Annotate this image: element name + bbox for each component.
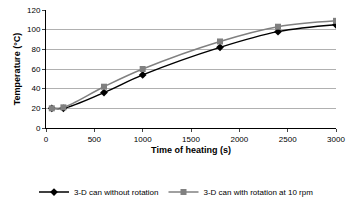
svg-text:Temperature (°C): Temperature (°C) (12, 33, 22, 105)
svg-text:1500: 1500 (182, 135, 200, 144)
svg-text:Time of heating (s): Time of heating (s) (151, 145, 231, 155)
svg-text:80: 80 (31, 45, 40, 54)
svg-text:0: 0 (36, 124, 41, 133)
svg-text:1000: 1000 (134, 135, 152, 144)
svg-text:3-D can without rotation: 3-D can without rotation (74, 188, 159, 197)
svg-text:60: 60 (31, 65, 40, 74)
svg-text:3-D can with rotation at 10 rp: 3-D can with rotation at 10 rpm (204, 188, 314, 197)
svg-text:20: 20 (31, 104, 40, 113)
svg-text:40: 40 (31, 84, 40, 93)
svg-text:100: 100 (27, 25, 41, 34)
svg-text:120: 120 (27, 6, 41, 15)
svg-text:0: 0 (44, 135, 49, 144)
svg-text:2500: 2500 (279, 135, 297, 144)
svg-text:2000: 2000 (230, 135, 248, 144)
svg-text:3000: 3000 (327, 135, 345, 144)
svg-text:500: 500 (88, 135, 102, 144)
